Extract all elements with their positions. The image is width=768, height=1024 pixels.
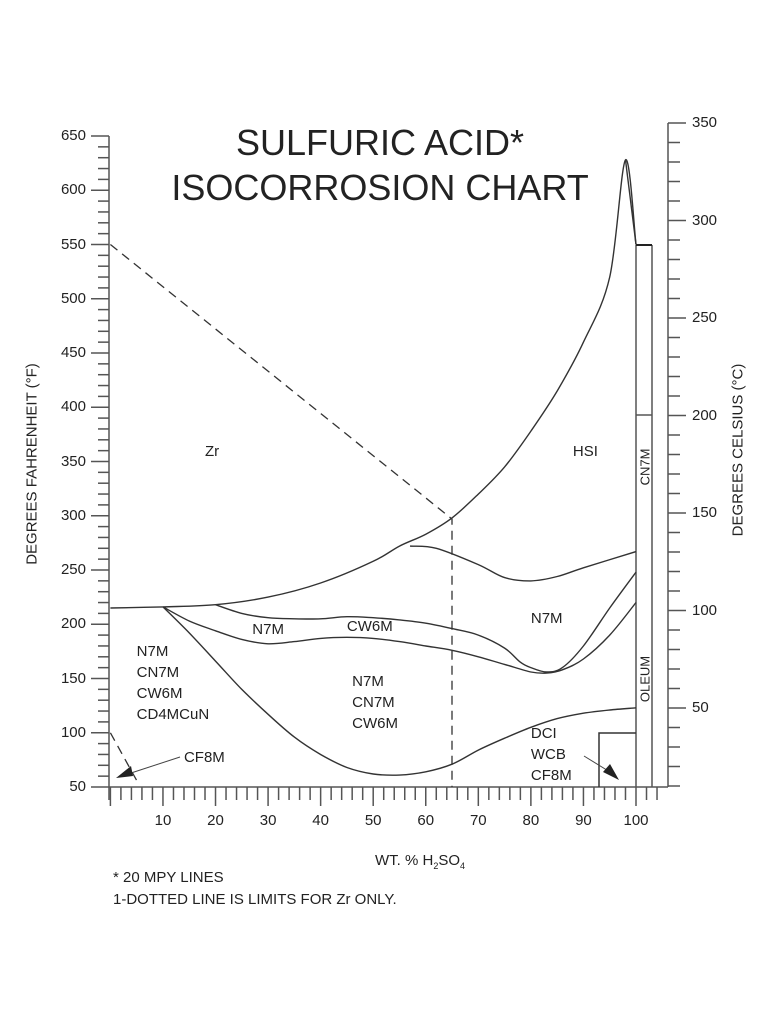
curve-zr-limit-dashed- (109, 243, 453, 787)
axes (91, 122, 686, 806)
dci-box (598, 732, 636, 787)
region-label-n7m: N7M CN7M CW6M CD4MCuN (136, 643, 210, 724)
oleum-column (635, 244, 653, 787)
y-tick-label-left: 400 (60, 398, 86, 416)
region-label-n7m: N7M CN7M CW6M (352, 672, 398, 732)
region-label-dci: DCI WCB CF8M (530, 724, 572, 784)
region-label-hsi: HSI (572, 442, 598, 460)
region-label-oleum: OLEUM (637, 655, 653, 702)
curves (109, 159, 637, 787)
y-tick-label-right: 200 (692, 406, 718, 424)
x-tick-label: 70 (469, 812, 487, 829)
y-tick-label-left: 300 (60, 506, 86, 524)
region-label-cn7m: CN7M (637, 448, 653, 486)
curve-zr-hsi-boundary-20-mpy- (110, 159, 637, 609)
y-tick-label-right: 350 (692, 114, 718, 131)
region-label-n7m: N7M (530, 609, 563, 627)
y-tick-label-left: 450 (60, 344, 86, 361)
note-dotted-line: 1-DOTTED LINE IS LIMITS FOR Zr ONLY. (113, 891, 397, 908)
x-tick-label: 10 (154, 812, 172, 829)
x-tick-label: 20 (207, 812, 224, 829)
y-tick-label-left: 50 (69, 778, 86, 795)
curve-n7m-upper-right- (409, 545, 637, 582)
y-tick-label-left: 650 (60, 127, 86, 144)
y-tick-label-left: 600 (60, 181, 86, 199)
chart-title-line-1: SULFURIC ACID* (235, 122, 525, 163)
x-axis-label: WT. % H2SO4 (375, 852, 466, 871)
y-axis-label-right: DEGREES CELSIUS (°C) (729, 363, 747, 537)
y-tick-label-left: 350 (60, 452, 86, 470)
x-tick-label: 60 (417, 812, 435, 829)
x-tick-label: 40 (312, 812, 329, 829)
y-tick-label-right: 50 (692, 699, 709, 716)
region-label-n7m: N7M (252, 620, 284, 638)
cf8m-arrow-left (116, 756, 181, 778)
region-label-zr: Zr (205, 442, 220, 460)
region-label-cw6m: CW6M (346, 618, 393, 636)
y-axis-label-left: DEGREES FAHRENHEIT (°F) (23, 363, 41, 565)
y-tick-label-left: 250 (60, 561, 86, 578)
right-y-ticks (668, 122, 686, 787)
y-tick-label-left: 200 (60, 615, 86, 633)
x-tick-label: 80 (522, 812, 540, 829)
left-y-ticks (91, 135, 109, 788)
y-tick-label-left: 550 (60, 235, 86, 253)
y-tick-label-left: 100 (60, 723, 86, 741)
note-mpy: * 20 MPY LINES (113, 869, 224, 886)
y-tick-label-right: 300 (692, 211, 718, 229)
curve-n7m-cw6m-lower (162, 602, 637, 674)
curve-hsi-cusp (624, 159, 637, 245)
x-tick-label: 50 (364, 812, 382, 829)
x-ticks (109, 787, 658, 806)
cf8m-arrow-right (583, 755, 619, 780)
y-tick-label-right: 150 (692, 504, 718, 521)
y-tick-label-left: 500 (60, 289, 86, 307)
curve-cw6m-upper (215, 571, 637, 673)
y-tick-label-right: 100 (692, 601, 718, 619)
y-tick-label-right: 250 (692, 309, 718, 326)
region-label-cf8m: CF8M (183, 748, 225, 766)
chart-title-line-2: ISOCORROSION CHART (171, 167, 589, 208)
x-tick-label: 90 (575, 812, 592, 829)
y-tick-label-left: 150 (60, 669, 86, 687)
x-tick-label: 100 (623, 812, 649, 829)
curve-cd4mcun-cf8m-boundary (162, 606, 637, 776)
x-tick-label: 30 (259, 812, 277, 829)
